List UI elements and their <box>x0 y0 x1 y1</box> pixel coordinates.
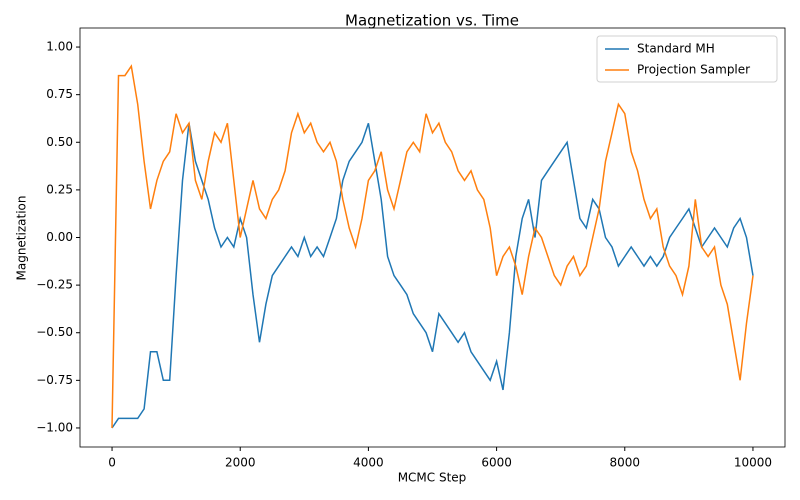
x-tick-label: 8000 <box>609 456 640 470</box>
y-axis-label: Magnetization <box>15 196 29 281</box>
y-tick-label: 1.00 <box>46 40 73 54</box>
series-line <box>111 122 754 429</box>
series-line <box>111 64 754 429</box>
plot-frame <box>79 27 786 448</box>
x-tick-label: 10000 <box>734 456 772 470</box>
y-tick-label: 0.75 <box>46 87 73 101</box>
x-tick-label: 4000 <box>353 456 384 470</box>
legend-box <box>596 35 778 83</box>
chart-title: Magnetization vs. Time <box>345 12 519 30</box>
x-tick-label: 0 <box>108 456 116 470</box>
y-tick-label: −0.75 <box>36 373 73 387</box>
y-tick-label: −0.25 <box>36 278 73 292</box>
y-tick-label: 0.25 <box>46 182 73 196</box>
legend-label: Standard MH <box>637 42 715 56</box>
x-tick-label: 6000 <box>481 456 512 470</box>
y-tick-label: −0.50 <box>36 325 73 339</box>
y-tick-label: −1.00 <box>36 420 73 434</box>
legend-label: Projection Sampler <box>637 63 750 77</box>
x-axis-label: MCMC Step <box>398 471 467 485</box>
y-tick-label: 0.50 <box>46 135 73 149</box>
y-tick-label: 0.00 <box>46 230 73 244</box>
x-tick-label: 2000 <box>225 456 256 470</box>
